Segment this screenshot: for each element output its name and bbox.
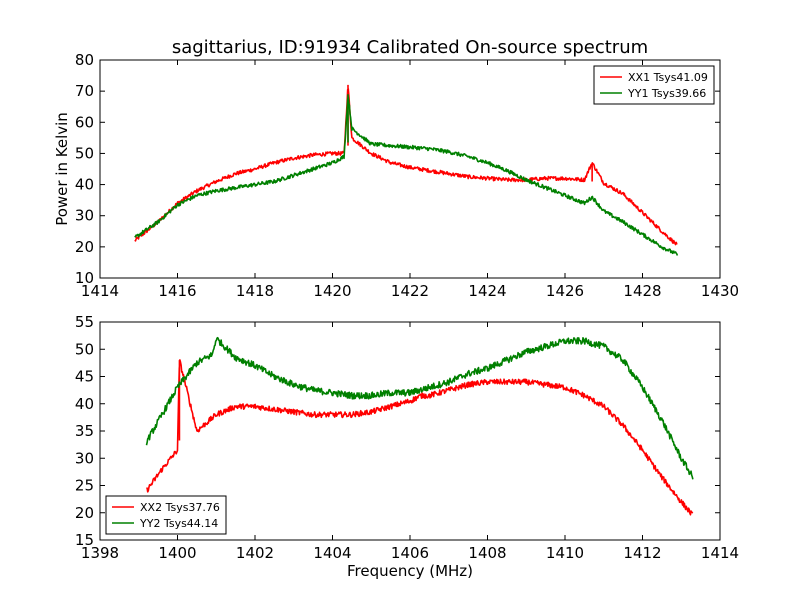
y-tick-label: 20 <box>75 238 94 256</box>
series-line-2-1 <box>145 359 694 516</box>
y-axis-label: Power in Kelvin <box>53 112 71 226</box>
y-tick-label: 40 <box>75 395 94 413</box>
bottom-panel: 1398 1400 1402 1404 1406 1408 1410 1412 1414 15 20… <box>75 313 739 562</box>
y-tick-label: 70 <box>75 82 94 100</box>
x-tick-label: 1412 <box>623 544 661 562</box>
legend-box <box>105 495 227 535</box>
x-axis-label: Frequency (MHz) <box>347 562 473 580</box>
chart-title: sagittarius, ID:91934 Calibrated On-sour… <box>172 37 648 58</box>
x-tick-label: 1404 <box>313 544 351 562</box>
x-tick-label: 1424 <box>468 282 506 300</box>
x-tick-label: 1406 <box>391 544 429 562</box>
y-tick-label: 40 <box>75 176 94 194</box>
legend-box <box>593 65 715 105</box>
legend-label: XX1 Tsys41.09 <box>628 71 708 84</box>
x-tick-label: 1410 <box>546 544 584 562</box>
x-tick-label: 1414 <box>81 282 119 300</box>
x-tick-label: 1402 <box>236 544 274 562</box>
top-panel: 1414 1416 1418 1420 1422 1424 1426 1428 1430 10 20… <box>75 51 739 300</box>
series-line-1-2 <box>134 94 679 256</box>
x-tick-label: 1422 <box>391 282 429 300</box>
legend: XX1 Tsys41.09 YY1 Tsys39.66 <box>593 65 715 105</box>
y-tick-label: 55 <box>75 313 94 331</box>
x-tick-label: 1416 <box>158 282 196 300</box>
y-tick-label: 30 <box>75 207 94 225</box>
x-tick-label: 1400 <box>158 544 196 562</box>
y-tick-label: 35 <box>75 422 94 440</box>
legend: XX2 Tsys37.76 YY2 Tsys44.14 <box>105 495 227 535</box>
y-tick-label: 50 <box>75 340 94 358</box>
legend-label: XX2 Tsys37.76 <box>140 501 220 514</box>
legend-label: YY1 Tsys39.66 <box>627 87 706 100</box>
y-tick-label: 50 <box>75 144 94 162</box>
y-tick-label: 25 <box>75 477 94 495</box>
x-tick-label: 1414 <box>701 544 739 562</box>
x-tick-label: 1426 <box>546 282 584 300</box>
legend-label: YY2 Tsys44.14 <box>139 517 218 530</box>
x-tick-label: 1418 <box>236 282 274 300</box>
y-tick-label: 80 <box>75 51 94 69</box>
x-tick-label: 1398 <box>81 544 119 562</box>
y-tick-label: 10 <box>75 269 94 287</box>
x-tick-label: 1428 <box>623 282 661 300</box>
series-line-2-2 <box>145 336 694 480</box>
y-tick-label: 20 <box>75 504 94 522</box>
y-tick-label: 30 <box>75 449 94 467</box>
x-tick-label: 1408 <box>468 544 506 562</box>
y-tick-label: 45 <box>75 368 94 386</box>
x-tick-label: 1420 <box>313 282 351 300</box>
y-tick-label: 60 <box>75 113 94 131</box>
x-tick-label: 1430 <box>701 282 739 300</box>
y-tick-label: 15 <box>75 531 94 549</box>
